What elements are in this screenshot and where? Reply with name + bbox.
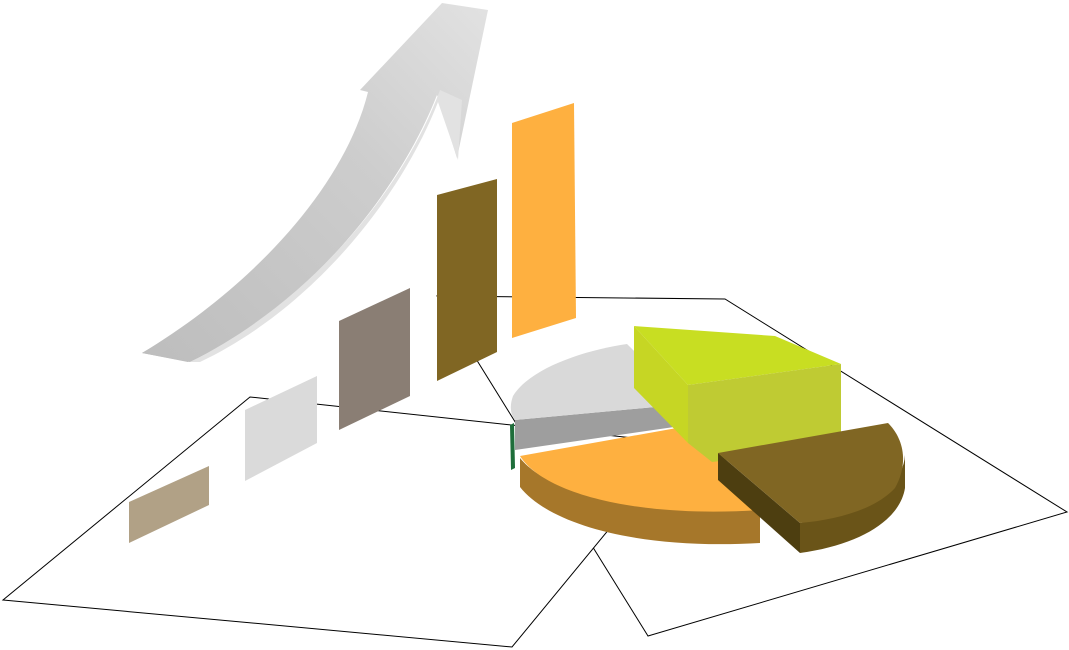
bar-2 bbox=[245, 376, 317, 481]
pie-slice-lime-top bbox=[634, 326, 841, 385]
bar-3 bbox=[339, 288, 410, 430]
pie-slice-brown bbox=[718, 423, 904, 523]
bar-group bbox=[129, 103, 576, 543]
bar-1 bbox=[129, 466, 209, 543]
growth-arrow bbox=[142, 3, 488, 362]
bar-5 bbox=[512, 103, 576, 338]
pie-slice-brown-rim bbox=[800, 455, 905, 553]
pie-slice-orange-side bbox=[520, 458, 760, 545]
pie-slice-lime-front bbox=[688, 364, 841, 462]
pie-slice-green-sliver bbox=[510, 423, 515, 470]
pie-slice-brown-side bbox=[718, 453, 800, 553]
bar-4 bbox=[437, 179, 497, 381]
pie-slice-lime-wall bbox=[634, 326, 688, 443]
pie-chart bbox=[510, 326, 905, 553]
pie-slice-gray-side bbox=[515, 404, 688, 450]
